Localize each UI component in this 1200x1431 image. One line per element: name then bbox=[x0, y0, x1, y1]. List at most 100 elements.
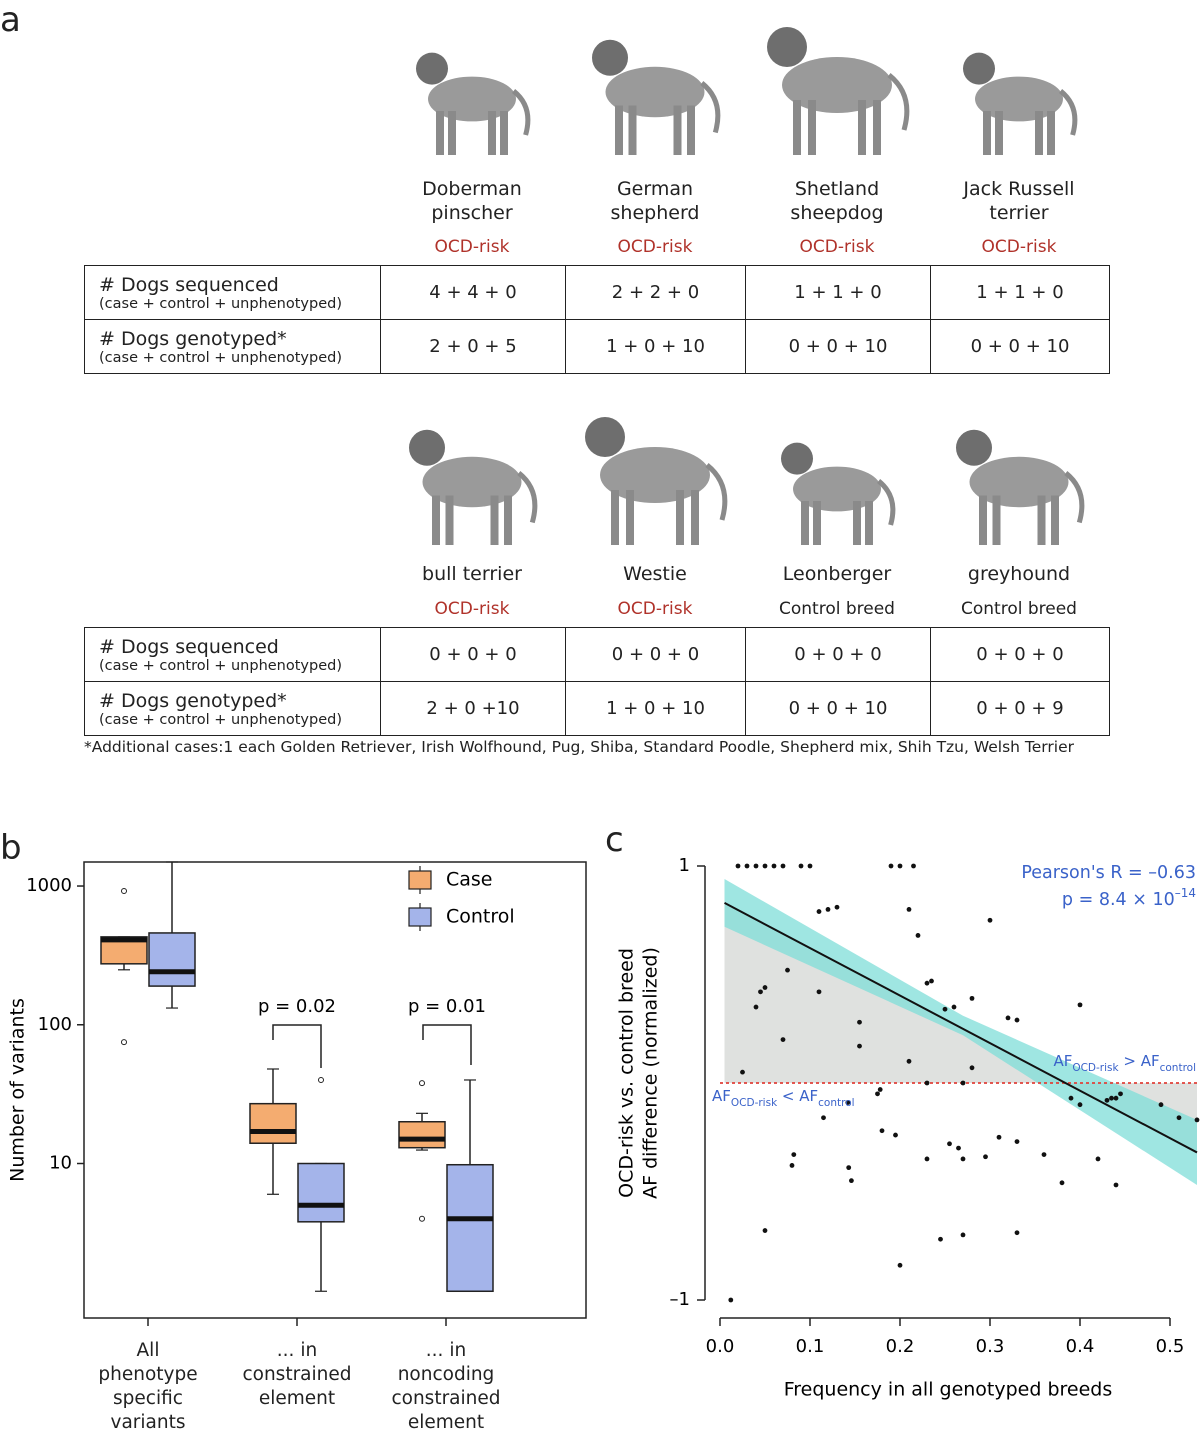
dog-leg bbox=[808, 100, 816, 155]
point bbox=[1014, 1017, 1020, 1023]
box bbox=[297, 1162, 345, 1223]
table-cell: 0 + 0 + 9 bbox=[930, 681, 1110, 736]
point bbox=[798, 863, 804, 869]
dog-head bbox=[956, 429, 992, 466]
table-cell: 2 + 2 + 0 bbox=[565, 265, 746, 320]
point bbox=[1158, 1102, 1164, 1108]
x-tick-label: ... in constrained element bbox=[242, 1340, 352, 1409]
dog-body bbox=[782, 57, 892, 113]
point bbox=[728, 1297, 734, 1303]
data-table: # Dogs sequenced (case + control + unphen… bbox=[84, 627, 1110, 736]
dog-leg bbox=[1037, 495, 1046, 545]
point bbox=[877, 1087, 883, 1092]
point bbox=[960, 1232, 966, 1238]
row-header: # Dogs genotyped* (case + control + unphe… bbox=[84, 681, 381, 736]
region-label-part: AF bbox=[1053, 1052, 1072, 1070]
dog-leg bbox=[813, 501, 821, 545]
dog-leg bbox=[676, 490, 684, 545]
point bbox=[906, 1058, 912, 1064]
x-tick-label: 0.1 bbox=[796, 1336, 825, 1357]
x-tick-label: 0.3 bbox=[976, 1336, 1005, 1357]
point bbox=[1113, 1182, 1119, 1188]
breed-status: OCD-risk bbox=[799, 237, 875, 257]
table-cell: 1 + 0 + 10 bbox=[565, 319, 746, 374]
dog-leg bbox=[488, 111, 496, 155]
point bbox=[951, 1004, 957, 1010]
dog-leg bbox=[490, 495, 499, 545]
point bbox=[744, 863, 750, 869]
dog-tail bbox=[517, 471, 538, 524]
footnote: *Additional cases:1 each Golden Retrieve… bbox=[84, 738, 1074, 756]
y-tick-label: 10 bbox=[49, 1153, 72, 1174]
table-cell: 0 + 0 + 0 bbox=[565, 627, 746, 682]
point bbox=[762, 1228, 768, 1233]
dog-body bbox=[600, 447, 710, 503]
breed-name: greyhound bbox=[967, 563, 1071, 585]
x-tick-label: 0.4 bbox=[1066, 1336, 1095, 1357]
dog-leg bbox=[865, 501, 873, 545]
point bbox=[780, 1037, 786, 1042]
row-sublabel: (case + control + unphenotyped) bbox=[99, 657, 342, 674]
p-value: p = 0.01 bbox=[408, 996, 486, 1017]
point bbox=[785, 967, 790, 973]
box bbox=[446, 1163, 494, 1293]
dog-leg bbox=[853, 501, 861, 545]
dog-leg bbox=[1047, 111, 1055, 155]
dog-leg bbox=[611, 490, 619, 545]
table-cell: 0 + 0 + 10 bbox=[745, 319, 931, 374]
dog-body bbox=[969, 456, 1069, 508]
region-label-part: AF bbox=[712, 1087, 731, 1105]
point bbox=[771, 863, 777, 869]
point bbox=[789, 1163, 795, 1168]
breed-status: OCD-risk bbox=[617, 599, 693, 619]
breed-status: OCD-risk bbox=[981, 237, 1057, 257]
panel-label: b bbox=[0, 828, 22, 868]
dog-tail bbox=[511, 89, 531, 136]
dog-illustration bbox=[767, 27, 910, 155]
point bbox=[888, 863, 894, 869]
x-tick-label: 0.0 bbox=[706, 1336, 735, 1357]
breed-status: OCD-risk bbox=[434, 599, 510, 619]
point bbox=[735, 863, 741, 869]
point bbox=[1005, 1015, 1011, 1021]
point bbox=[875, 1091, 880, 1097]
y-axis-label: AF difference (normalized) bbox=[640, 947, 662, 1199]
point bbox=[1041, 1152, 1047, 1158]
dog-leg bbox=[992, 495, 1001, 545]
point bbox=[929, 978, 934, 984]
legend-label: Case bbox=[446, 869, 493, 891]
point bbox=[924, 1156, 930, 1162]
point bbox=[960, 1156, 966, 1162]
breed-name: Shetland sheepdog bbox=[790, 178, 884, 224]
dog-leg bbox=[691, 490, 699, 545]
box bbox=[148, 932, 196, 987]
breed-status: Control breed bbox=[779, 599, 895, 619]
x-tick-label: 0.2 bbox=[886, 1336, 915, 1357]
point bbox=[834, 904, 840, 910]
region-label-part: > AF bbox=[1119, 1052, 1160, 1070]
stat-superscript: –14 bbox=[1175, 886, 1196, 900]
dog-head bbox=[963, 52, 995, 85]
dog-leg bbox=[626, 490, 634, 545]
y-axis-label: Number of variants bbox=[7, 998, 29, 1182]
table-row: # Dogs sequenced (case + control + unphen… bbox=[84, 627, 1110, 682]
outlier bbox=[419, 1080, 425, 1087]
dog-body bbox=[793, 466, 881, 512]
y-tick-label: 1000 bbox=[26, 875, 72, 896]
table-cell: 4 + 4 + 0 bbox=[380, 265, 566, 320]
dog-leg bbox=[801, 501, 809, 545]
dog-leg bbox=[995, 111, 1003, 155]
row-label: # Dogs genotyped* bbox=[99, 689, 287, 712]
table-cell: 1 + 0 + 10 bbox=[565, 681, 746, 736]
point bbox=[780, 863, 786, 869]
x-axis-label: Frequency in all genotyped breeds bbox=[784, 1379, 1113, 1401]
point bbox=[906, 907, 912, 912]
row-sublabel: (case + control + unphenotyped) bbox=[99, 711, 342, 728]
breed-name: Doberman pinscher bbox=[422, 178, 522, 224]
dog-head bbox=[585, 417, 625, 457]
legend-swatch bbox=[408, 907, 432, 927]
breed-name: Leonberger bbox=[782, 563, 892, 585]
table-cell: 2 + 0 +10 bbox=[380, 681, 566, 736]
box bbox=[249, 1102, 297, 1144]
